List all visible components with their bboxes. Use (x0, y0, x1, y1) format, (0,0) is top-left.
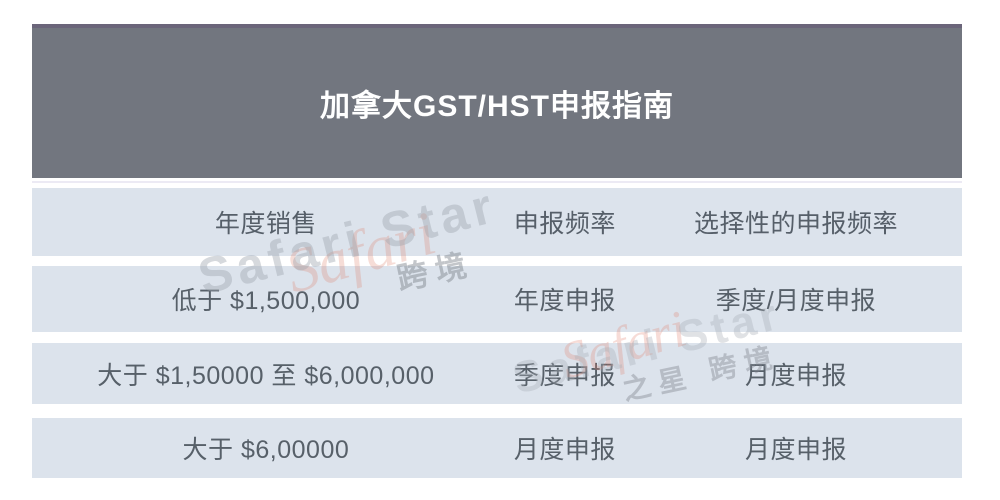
page-title: 加拿大GST/HST申报指南 (319, 90, 674, 123)
table-row: 大于 $6,00000 月度申报 月度申报 (32, 418, 962, 478)
column-header-optional-filing-frequency: 选择性的申报频率 (693, 210, 898, 238)
column-header-filing-frequency: 申报频率 (513, 210, 616, 238)
cell-sales-tier-3: 大于 $6,00000 (182, 436, 350, 464)
table-row: 低于 $1,500,000 年度申报 季度/月度申报 (32, 266, 962, 332)
cell-sales-tier-1: 低于 $1,500,000 (171, 287, 361, 315)
table-row: 大于 $1,50000 至 $6,000,000 季度申报 月度申报 (32, 343, 962, 404)
cell-frequency-tier-1: 年度申报 (513, 287, 616, 315)
table-header-row: 年度销售 申报频率 选择性的申报频率 (32, 188, 962, 256)
cell-frequency-tier-3: 月度申报 (513, 436, 616, 464)
cell-optional-frequency-tier-1: 季度/月度申报 (715, 287, 877, 315)
cell-optional-frequency-tier-2: 月度申报 (744, 361, 847, 390)
header-separator-line (32, 181, 962, 183)
cell-optional-frequency-tier-3: 月度申报 (744, 436, 847, 464)
cell-sales-tier-2: 大于 $1,50000 至 $6,000,000 (97, 361, 435, 390)
table-title-band: 加拿大GST/HST申报指南 (32, 24, 962, 178)
gst-hst-guide-table: 加拿大GST/HST申报指南 年度销售 申报频率 选择性的申报频率 低于 $1,… (32, 24, 962, 478)
column-header-annual-sales: 年度销售 (214, 210, 317, 238)
cell-frequency-tier-2: 季度申报 (513, 361, 616, 390)
